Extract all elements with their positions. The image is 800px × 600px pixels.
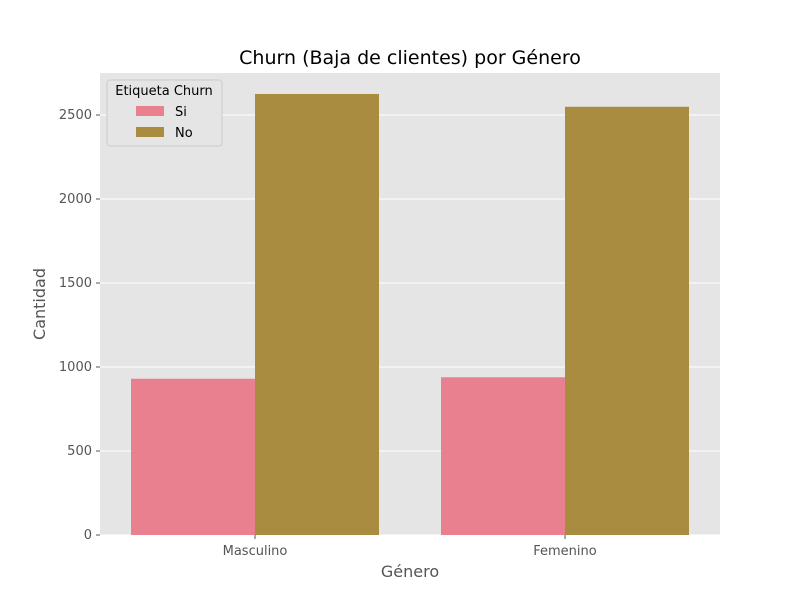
legend-swatch-si: [136, 106, 164, 116]
x-tick-label: Masculino: [223, 544, 288, 559]
y-tick-label: 1000: [59, 360, 92, 375]
legend: Etiqueta Churn Si No: [106, 79, 223, 147]
legend-title: Etiqueta Churn: [115, 84, 213, 99]
x-tick-label: Femenino: [533, 544, 597, 559]
legend-label-no: No: [175, 126, 193, 141]
bar-masculino-si: [131, 378, 255, 535]
legend-label-si: Si: [175, 105, 187, 120]
y-tick-label: 2500: [59, 108, 92, 123]
chart-title: Churn (Baja de clientes) por Género: [239, 47, 581, 69]
x-axis: Masculino Femenino: [223, 535, 597, 559]
y-tick-label: 1500: [59, 276, 92, 291]
legend-swatch-no: [136, 127, 164, 137]
x-axis-title: Género: [381, 562, 439, 581]
bar-femenino-no: [565, 106, 689, 535]
y-tick-label: 0: [84, 528, 92, 543]
bar-femenino-si: [441, 377, 565, 535]
y-axis: 0 500 1000 1500 2000 2500: [59, 108, 100, 543]
y-tick-label: 500: [67, 444, 92, 459]
y-axis-title: Cantidad: [30, 268, 49, 340]
bar-masculino-no: [255, 94, 379, 535]
legend-box: [106, 79, 223, 147]
y-tick-label: 2000: [59, 192, 92, 207]
bars: [131, 94, 689, 535]
